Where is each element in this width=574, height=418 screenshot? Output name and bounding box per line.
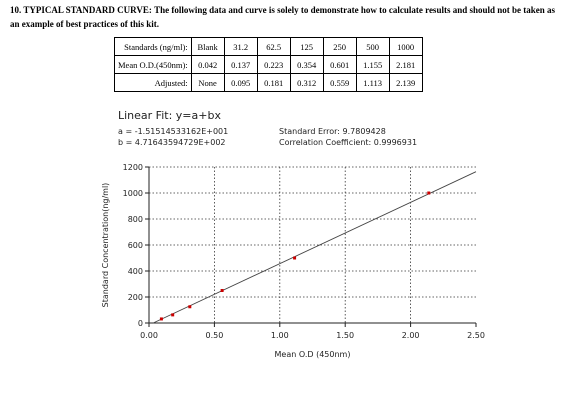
data-point (220, 289, 224, 292)
table-row: Mean O.D.(450nm): 0.042 0.137 0.223 0.35… (114, 55, 423, 74)
table-cell: 0.559 (322, 73, 357, 92)
fit-line (153, 171, 477, 324)
axis-ticks: 0 200 400 600 800 1000 1200 0.00 0.50 1.00 1.50 2.0… (123, 163, 485, 340)
x-tick-label: 2.00 (402, 331, 420, 340)
data-point (427, 191, 431, 195)
y-tick-label: 200 (128, 293, 143, 302)
data-point (171, 313, 175, 317)
x-tick-label: 0.50 (205, 331, 223, 340)
x-tick-label: 2.50 (467, 331, 485, 340)
y-axis-title: Standard Concentration(ng/ml) (101, 183, 110, 308)
grid-lines (149, 166, 476, 323)
table-cell: 2.139 (388, 73, 423, 92)
y-tick-label: 400 (128, 267, 143, 276)
coefficient-b: b = 4.71643594729E+002 (118, 138, 226, 147)
y-tick-label: 1200 (123, 163, 143, 172)
section-heading: 10. TYPICAL STANDARD CURVE: (10, 5, 152, 15)
fit-title: Linear Fit: y=a+bx (118, 109, 221, 122)
data-point (159, 317, 163, 321)
intro-text: The following data and curve is solely t… (10, 5, 555, 29)
data-point (188, 305, 192, 309)
x-tick-label: 1.00 (271, 331, 289, 340)
standard-error: Standard Error: 9.7809428 (279, 127, 386, 136)
y-tick-label: 0 (138, 319, 143, 328)
x-tick-label: 1.50 (336, 331, 354, 340)
y-tick-label: 1000 (123, 189, 143, 198)
x-axis-title: Mean O.D (450nm) (275, 350, 351, 359)
standards-table: Standards (ng/ml): Blank 31.2 62.5 125 2… (114, 37, 423, 92)
data-points (159, 191, 431, 321)
y-tick-label: 800 (128, 215, 143, 224)
y-tick-label: 600 (128, 241, 143, 250)
correlation-coefficient: Correlation Coefficient: 0.9996931 (279, 138, 418, 147)
data-point (293, 256, 297, 260)
coefficient-a: a = -1.51514533162E+001 (118, 127, 229, 136)
table-row: Adjusted: None 0.095 0.181 0.312 0.559 1… (114, 73, 423, 92)
x-tick-label: 0.00 (140, 331, 158, 340)
intro-paragraph: 10. TYPICAL STANDARD CURVE: The followin… (10, 3, 566, 31)
